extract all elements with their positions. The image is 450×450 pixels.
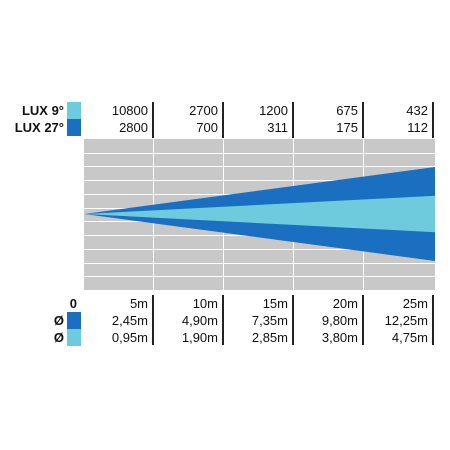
- lux-9-value: 1200: [259, 103, 288, 118]
- lux-27-value: 2800: [119, 120, 148, 135]
- lux-9-value: 432: [406, 103, 428, 118]
- diameter-27-value: 9,80m: [321, 313, 358, 328]
- lux-27-value: 112: [407, 120, 428, 135]
- diameter-9-value: 2,85m: [251, 330, 288, 345]
- diameter-27-symbol: Ø: [53, 313, 64, 328]
- diameter-9-swatch: [67, 329, 81, 346]
- col-sep-top-2: [222, 102, 224, 138]
- diameter-27-swatch: [67, 312, 81, 329]
- col-sep-top-3: [292, 102, 294, 138]
- lux-9-swatch: [67, 102, 81, 119]
- distance-value: 20m: [332, 296, 358, 311]
- col-sep-bottom-1: [152, 295, 154, 345]
- distance-value: 5m: [129, 296, 148, 311]
- lux-9-value: 675: [336, 103, 358, 118]
- col-sep-top-1: [152, 102, 154, 138]
- lux-27-value: 175: [336, 120, 358, 135]
- distance-value: 25m: [402, 296, 428, 311]
- diameter-27-value: 7,35m: [251, 313, 288, 328]
- col-sep-top-5: [432, 102, 434, 138]
- diameter-9-value: 4,75m: [391, 330, 428, 345]
- diameter-27-value: 12,25m: [384, 313, 428, 328]
- col-sep-bottom-2: [222, 295, 224, 345]
- distance-value: 10m: [192, 296, 218, 311]
- lux-27-label: LUX 27°: [14, 120, 64, 135]
- col-sep-bottom-4: [362, 295, 364, 345]
- lux-9-label: LUX 9°: [21, 103, 64, 118]
- col-sep-top-4: [362, 102, 364, 138]
- beam-9-degree: [84, 195, 435, 233]
- zero-label: 0: [69, 296, 77, 311]
- distance-value: 15m: [262, 296, 288, 311]
- lux-27-value: 311: [267, 120, 288, 135]
- col-sep-bottom-3: [292, 295, 294, 345]
- lux-9-value: 10800: [111, 103, 148, 118]
- diameter-27-value: 2,45m: [111, 313, 148, 328]
- col-sep-bottom-5: [432, 295, 434, 345]
- diameter-9-value: 3,80m: [321, 330, 358, 345]
- lux-27-value: 700: [196, 120, 218, 135]
- lux-9-value: 2700: [189, 103, 218, 118]
- diameter-9-value: 1,90m: [181, 330, 218, 345]
- lux-27-swatch: [67, 119, 81, 136]
- diameter-9-symbol: Ø: [53, 330, 64, 345]
- diameter-27-value: 4,90m: [181, 313, 218, 328]
- beam-panel: [84, 139, 435, 290]
- diameter-9-value: 0,95m: [111, 330, 148, 345]
